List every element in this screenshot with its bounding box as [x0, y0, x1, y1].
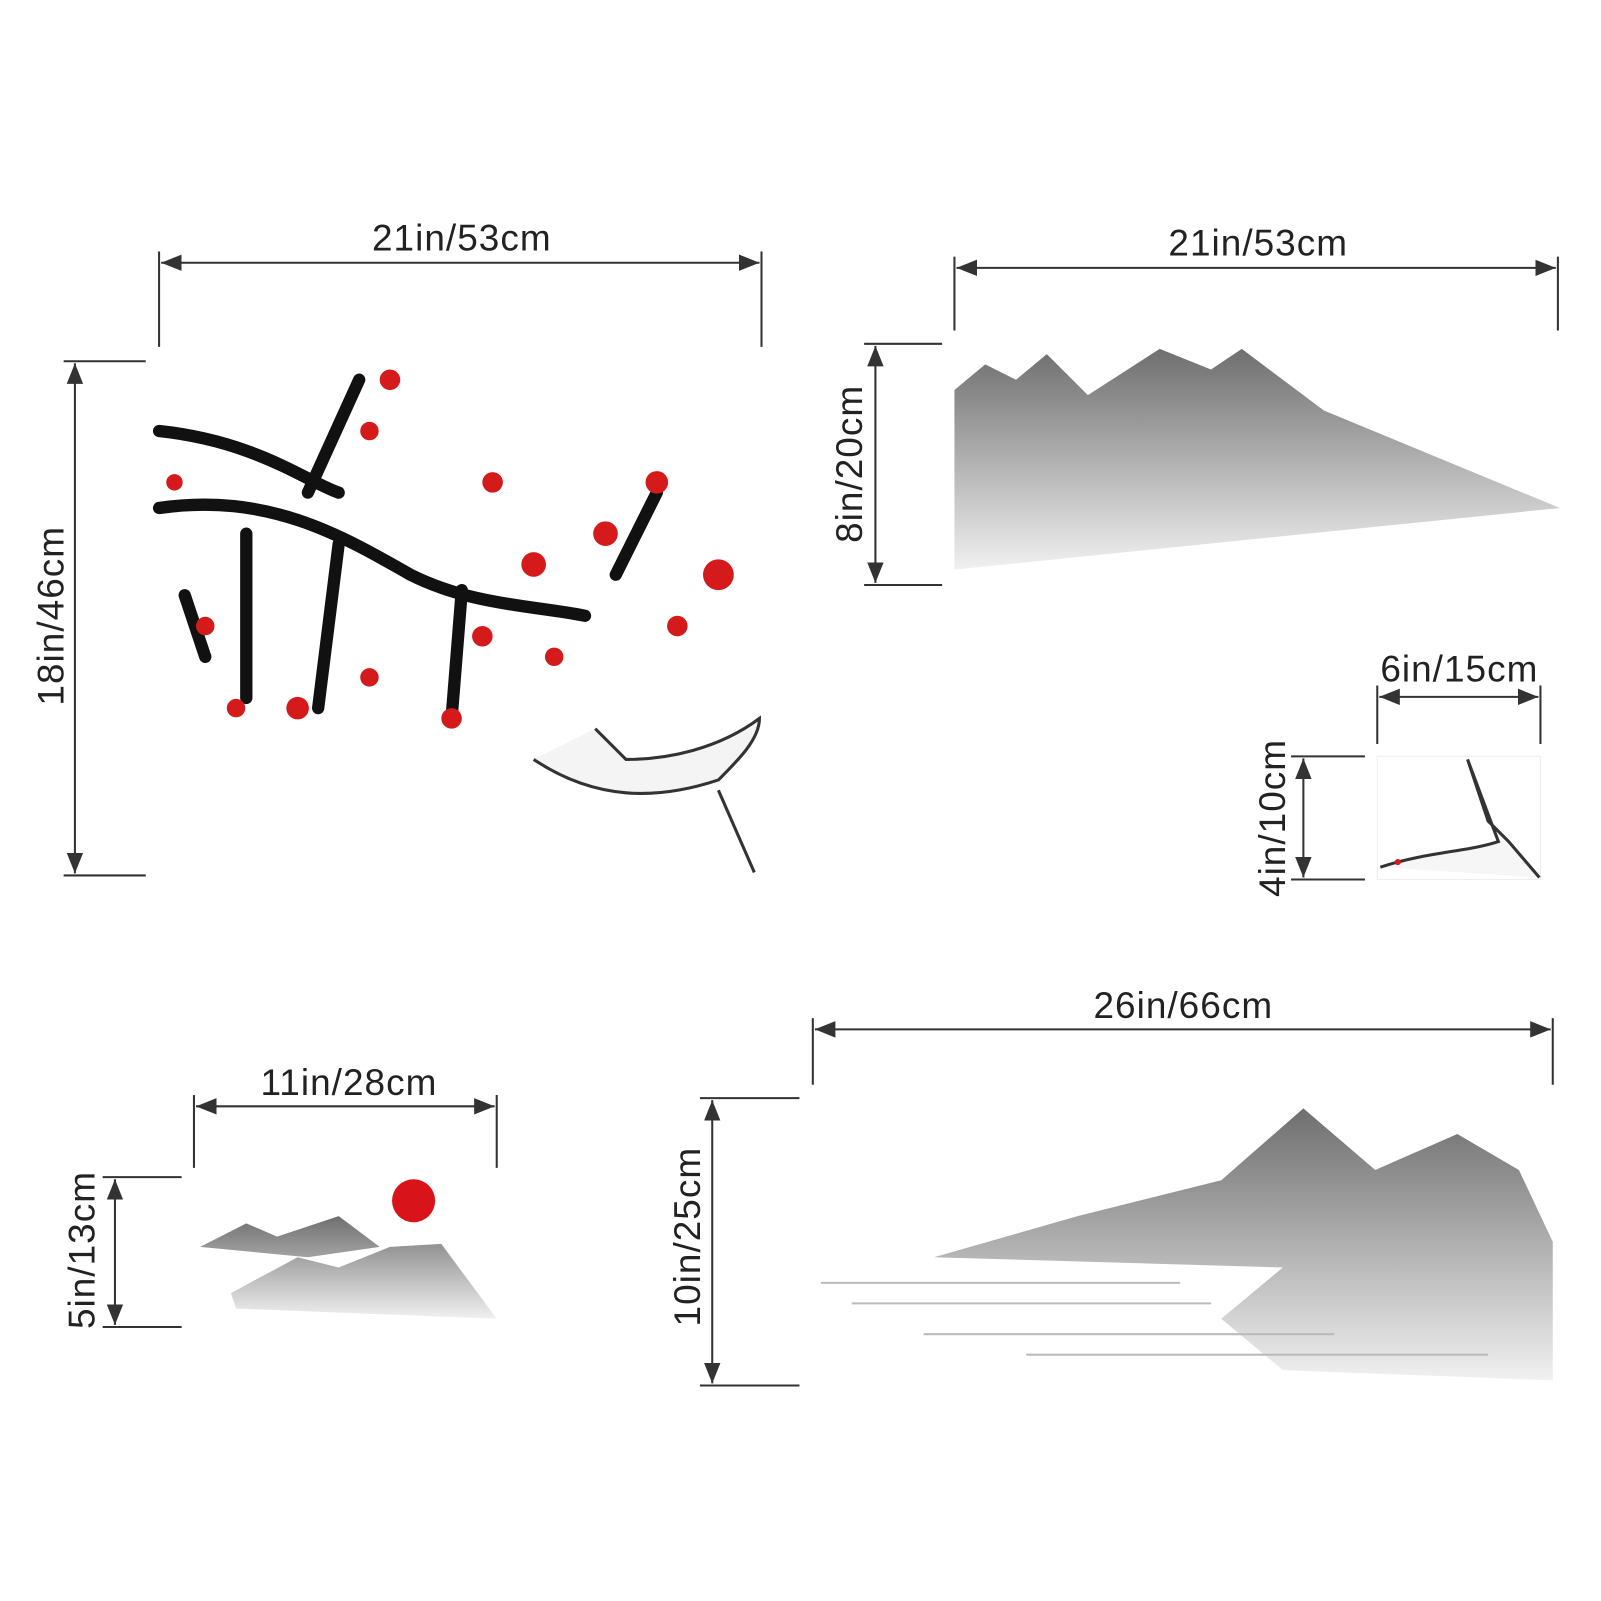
- sun: [392, 1179, 436, 1223]
- crane-group: 6in/15cm 4in/10cm: [1252, 648, 1542, 897]
- extension-lines: [1291, 685, 1542, 881]
- mountains: [954, 348, 1560, 570]
- width-label: 26in/66cm: [1093, 985, 1273, 1026]
- crane-crest: [1394, 858, 1401, 866]
- extension-lines: [864, 256, 1559, 587]
- width-label: 11in/28cm: [260, 1062, 437, 1103]
- branch-group: 21in/53cm 18in/46cm: [31, 217, 763, 877]
- height-label: 5in/13cm: [61, 1171, 102, 1329]
- extension-lines: [699, 1018, 1554, 1387]
- width-label: 6in/15cm: [1380, 648, 1538, 689]
- blossoms: [166, 369, 734, 729]
- mountain-group: 21in/53cm 8in/20cm: [829, 223, 1560, 587]
- branch: [152, 373, 663, 725]
- sun-group: 11in/28cm 5in/13cm: [61, 1062, 498, 1329]
- extension-lines: [63, 251, 763, 877]
- height-label: 10in/25cm: [667, 1147, 708, 1327]
- extension-lines: [102, 1095, 498, 1329]
- width-label: 21in/53cm: [1168, 223, 1348, 264]
- height-label: 8in/20cm: [829, 385, 870, 543]
- crane: [532, 715, 761, 873]
- crane: [1379, 758, 1541, 879]
- width-label: 21in/53cm: [372, 217, 552, 258]
- water-lines: [821, 1281, 1489, 1356]
- mountains: [933, 1108, 1553, 1381]
- height-label: 4in/10cm: [1252, 739, 1293, 897]
- large-mountain-group: 26in/66cm 10in/25cm: [667, 985, 1554, 1387]
- thumbnail-frame: [1376, 755, 1541, 881]
- height-label: 18in/46cm: [31, 526, 72, 706]
- hills: [200, 1216, 497, 1319]
